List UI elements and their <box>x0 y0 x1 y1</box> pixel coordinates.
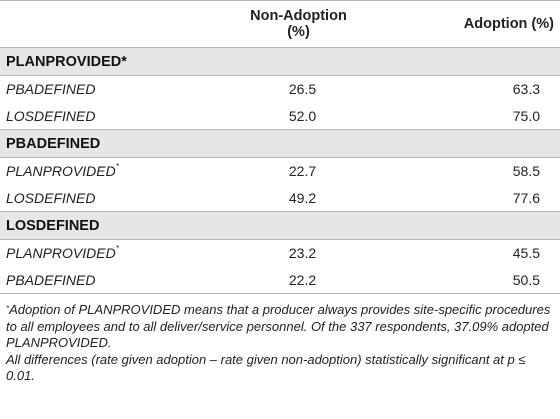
row-label-cell: PLANPROVIDED* <box>0 240 210 267</box>
non-adoption-value: 22.7 <box>288 163 317 180</box>
table-header-row: Non-Adoption (%) Adoption (%) <box>0 0 560 48</box>
table-row: PBADEFINED 26.5 63.3 <box>0 76 560 103</box>
row-label: LOSDEFINED <box>6 107 96 124</box>
table-row: PBADEFINED 22.2 50.5 <box>0 267 560 294</box>
non-adoption-value: 23.2 <box>288 245 317 262</box>
row-label: PLANPROVIDED <box>6 163 116 180</box>
group-header-row: LOSDEFINED <box>0 211 560 240</box>
non-adoption-value: 52.0 <box>288 107 317 124</box>
group-title-losdefined: LOSDEFINED <box>6 217 100 234</box>
footnote-marker: * <box>115 162 119 172</box>
header-non-adoption: Non-Adoption (%) <box>250 8 347 40</box>
group-header-row: PBADEFINED <box>0 129 560 158</box>
non-adoption-value: 22.2 <box>288 271 317 288</box>
table-footnotes: *Adoption of PLANPROVIDED means that a p… <box>0 294 560 385</box>
row-label: PBADEFINED <box>6 271 96 288</box>
adoption-value: 75.0 <box>512 107 540 124</box>
non-adoption-value: 26.5 <box>288 81 317 98</box>
table-row: LOSDEFINED 49.2 77.6 <box>0 185 560 212</box>
footnote-2: All differences (rate given adoption – r… <box>6 351 526 384</box>
row-label: LOSDEFINED <box>6 189 96 206</box>
row-label-cell: PLANPROVIDED* <box>0 158 210 185</box>
table-row: PLANPROVIDED* 22.7 58.5 <box>0 158 560 185</box>
group-title-planprovided: PLANPROVIDED* <box>6 53 127 70</box>
adoption-value: 58.5 <box>512 163 540 180</box>
footnote-marker: * <box>6 304 10 313</box>
adoption-value: 77.6 <box>512 189 540 206</box>
header-adoption: Adoption (%) <box>463 16 554 32</box>
adoption-rates-table: Non-Adoption (%) Adoption (%) PLANPROVID… <box>0 0 560 294</box>
table-row: PLANPROVIDED* 23.2 45.5 <box>0 240 560 267</box>
group-title-pbadefined: PBADEFINED <box>6 135 101 152</box>
footnote-1-text: Adoption of PLANPROVIDED means that a pr… <box>6 302 551 350</box>
header-blank <box>0 1 210 48</box>
adoption-value: 50.5 <box>512 271 540 288</box>
group-header-row: PLANPROVIDED* <box>0 47 560 76</box>
footnote-marker: * <box>115 244 119 254</box>
adoption-value: 45.5 <box>512 245 540 262</box>
row-label: PLANPROVIDED <box>6 245 116 262</box>
adoption-value: 63.3 <box>512 81 540 98</box>
non-adoption-value: 49.2 <box>288 189 317 206</box>
row-label: PBADEFINED <box>6 81 96 98</box>
footnote-1: *Adoption of PLANPROVIDED means that a p… <box>6 302 554 352</box>
table-row: LOSDEFINED 52.0 75.0 <box>0 103 560 130</box>
